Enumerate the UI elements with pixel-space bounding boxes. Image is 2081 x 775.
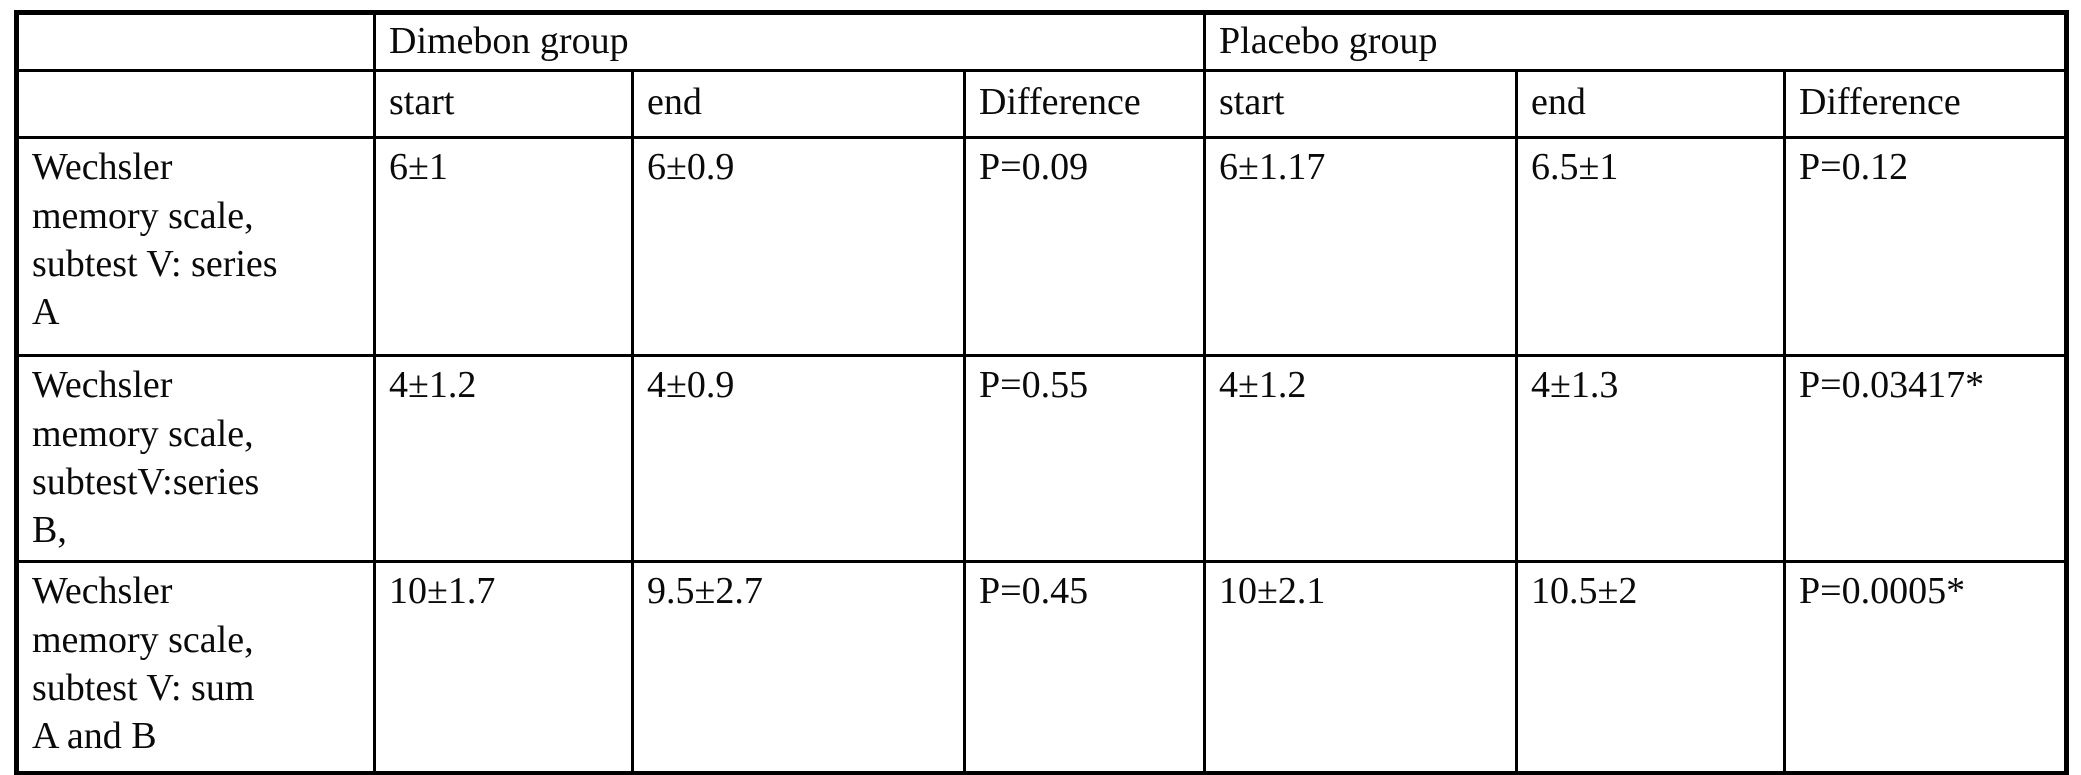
column-header-dimebon-difference: Difference [963,69,1206,140]
cell-dimebon-end: 6±0.9 [631,136,966,358]
corner-cell-2 [15,69,376,140]
column-header-placebo-difference: Difference [1783,69,2068,140]
column-header-row: start end Difference start end Differenc… [15,69,2068,140]
table-row: Wechsler memory scale, subtest V: series… [15,136,2068,358]
cell-placebo-end: 6.5±1 [1515,136,1786,358]
table-row: Wechsler memory scale, subtest V: sum A … [15,560,2068,775]
cell-dimebon-end: 9.5±2.7 [631,560,966,775]
group-header-row: Dimebon group Placebo group [15,10,2068,73]
cell-dimebon-start: 6±1 [373,136,634,358]
row-label: Wechsler memory scale, subtest V: sum A … [15,560,376,775]
cell-placebo-difference: P=0.0005* [1783,560,2068,775]
group-header-placebo: Placebo group [1203,10,2068,73]
group-header-dimebon: Dimebon group [373,10,1206,73]
row-label: Wechsler memory scale, subtest V: series… [15,136,376,358]
table-row: Wechsler memory scale, subtestV:series B… [15,354,2068,564]
cell-dimebon-end: 4±0.9 [631,354,966,564]
cell-placebo-start: 6±1.17 [1203,136,1518,358]
cell-placebo-start: 4±1.2 [1203,354,1518,564]
cell-dimebon-difference: P=0.55 [963,354,1206,564]
cell-placebo-end: 10.5±2 [1515,560,1786,775]
column-header-dimebon-start: start [373,69,634,140]
cell-dimebon-difference: P=0.45 [963,560,1206,775]
column-header-placebo-end: end [1515,69,1786,140]
row-label: Wechsler memory scale, subtestV:series B… [15,354,376,564]
cell-placebo-end: 4±1.3 [1515,354,1786,564]
cell-placebo-difference: P=0.12 [1783,136,2068,358]
corner-cell [15,10,376,73]
cell-dimebon-start: 10±1.7 [373,560,634,775]
column-header-dimebon-end: end [631,69,966,140]
results-table: Dimebon group Placebo group start end Di… [14,10,2069,775]
cell-dimebon-start: 4±1.2 [373,354,634,564]
cell-dimebon-difference: P=0.09 [963,136,1206,358]
cell-placebo-start: 10±2.1 [1203,560,1518,775]
cell-placebo-difference: P=0.03417* [1783,354,2068,564]
column-header-placebo-start: start [1203,69,1518,140]
